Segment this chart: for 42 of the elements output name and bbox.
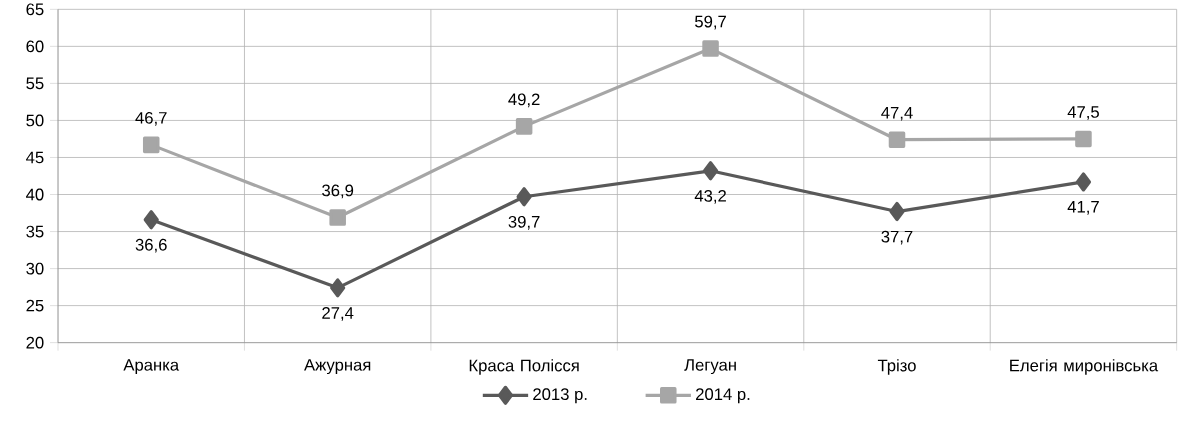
point (702, 40, 719, 57)
y-tick-label: 55 (26, 77, 44, 90)
data-label: 39,7 (508, 215, 540, 230)
point (142, 136, 160, 154)
y-tick-label: 40 (26, 188, 44, 201)
data-label: 36,9 (322, 184, 354, 199)
point (330, 278, 346, 298)
data-label: 41,7 (1067, 201, 1099, 215)
y-tick-label: 35 (26, 225, 44, 238)
data-label: 49,2 (508, 93, 540, 108)
data-label: 47,4 (881, 106, 913, 121)
data-label: 59,7 (695, 15, 726, 30)
point (515, 118, 533, 135)
point (516, 187, 532, 207)
point (889, 201, 905, 222)
x-tick-label: Елегія миронівська (1010, 359, 1159, 375)
point (702, 161, 719, 181)
data-label: 27,4 (322, 307, 354, 321)
y-tick-label: 30 (26, 262, 44, 275)
y-tick-label: 25 (26, 299, 44, 312)
legend-label: 2013 р. (533, 388, 587, 404)
data-label: 36,6 (135, 238, 167, 253)
data-label: 47,5 (1067, 106, 1099, 120)
x-tick-label: Краса Полісся (469, 359, 579, 375)
point (888, 131, 906, 148)
data-label: 43,2 (694, 189, 726, 204)
y-tick-label: 45 (26, 151, 44, 164)
y-tick-label: 60 (26, 40, 44, 53)
x-tick-label: Аранка (123, 359, 180, 375)
x-tick-label: Ажурная (304, 359, 371, 375)
y-tick-label: 50 (26, 114, 44, 127)
point (329, 209, 346, 226)
y-tick-label: 20 (26, 336, 44, 349)
legend-label: 2014 р. (696, 388, 750, 404)
x-tick-label: Легуан (684, 359, 736, 375)
point (1075, 130, 1092, 148)
data-label: 46,7 (135, 111, 167, 126)
y-tick-label: 65 (26, 3, 44, 16)
data-label: 37,7 (881, 230, 913, 245)
point (143, 210, 159, 230)
point (1075, 172, 1092, 192)
x-tick-label: Трізо (877, 359, 916, 375)
